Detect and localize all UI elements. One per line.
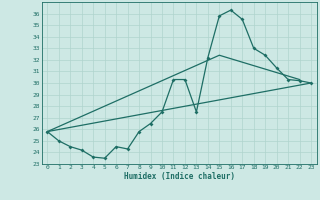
X-axis label: Humidex (Indice chaleur): Humidex (Indice chaleur) <box>124 172 235 181</box>
